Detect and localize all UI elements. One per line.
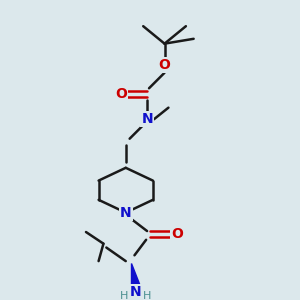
Text: O: O <box>159 58 170 72</box>
Polygon shape <box>130 263 140 286</box>
Text: H: H <box>120 291 128 300</box>
Text: N: N <box>141 112 153 126</box>
Text: N: N <box>130 285 141 299</box>
Text: H: H <box>143 291 151 300</box>
Text: N: N <box>120 206 132 220</box>
Text: O: O <box>115 87 127 101</box>
Text: O: O <box>171 227 183 241</box>
